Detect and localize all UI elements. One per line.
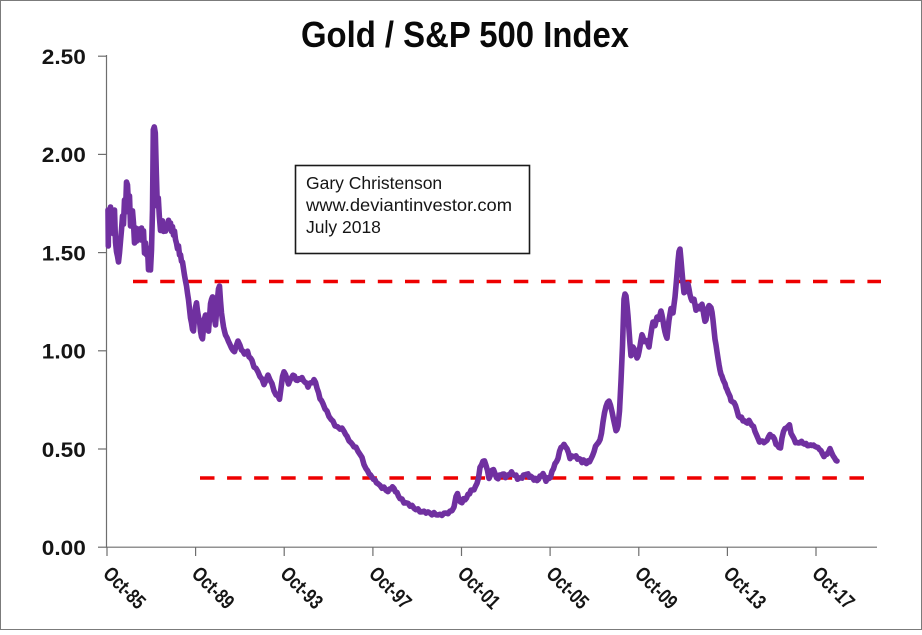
svg-text:2.50: 2.50 xyxy=(42,45,86,69)
svg-text:1.50: 1.50 xyxy=(42,241,86,265)
svg-text:0.00: 0.00 xyxy=(42,536,86,560)
svg-text:Gold / S&P 500 Index: Gold / S&P 500 Index xyxy=(301,14,629,55)
svg-text:2.00: 2.00 xyxy=(42,143,86,167)
svg-text:July 2018: July 2018 xyxy=(306,217,381,237)
svg-text:1.00: 1.00 xyxy=(42,340,86,364)
svg-text:Gary Christenson: Gary Christenson xyxy=(306,173,442,193)
svg-text:www.deviantinvestor.com: www.deviantinvestor.com xyxy=(305,195,512,215)
svg-text:0.50: 0.50 xyxy=(42,438,86,462)
